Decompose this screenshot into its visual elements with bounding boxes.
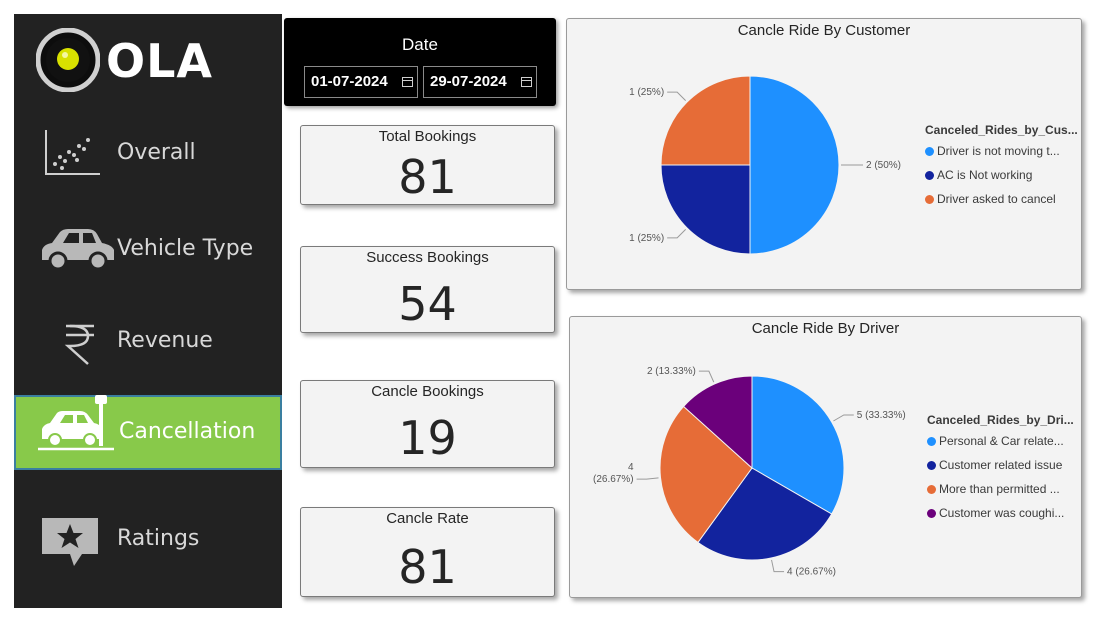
pie-slice[interactable]	[659, 405, 753, 544]
slice-data-label: 2 (13.33%)	[647, 366, 696, 377]
pie-chart-cancel-by-customer: Cancle Ride By Customer 2 (50%) 1 (25%) 1 …	[566, 18, 1082, 290]
legend-dot	[925, 195, 934, 204]
scatter-chart-icon	[45, 130, 100, 175]
end-date-input[interactable]: 29-07-2024	[423, 66, 537, 98]
kpi-success-bookings: Success Bookings 54	[300, 246, 555, 333]
nav-label-ratings: Ratings	[117, 526, 200, 551]
slice-data-label: 1 (25%)	[629, 87, 664, 98]
ola-logo-icon	[35, 27, 101, 93]
calendar-icon[interactable]	[402, 77, 413, 87]
end-date-value: 29-07-2024	[430, 73, 507, 90]
kpi-value: 81	[398, 540, 457, 594]
legend-item[interactable]: AC is Not working	[925, 168, 1078, 192]
legend-item[interactable]: Driver asked to cancel	[925, 192, 1078, 216]
nav-label-revenue: Revenue	[117, 328, 213, 353]
legend-dot	[927, 485, 936, 494]
pie-slice[interactable]	[749, 75, 840, 255]
sidebar: OLA Overall Vehicle Type	[14, 14, 282, 608]
chart-legend: Canceled_Rides_by_Cus... Driver is not m…	[925, 123, 1078, 216]
kpi-value: 81	[398, 150, 457, 204]
start-date-input[interactable]: 01-07-2024	[304, 66, 418, 98]
kpi-value: 19	[398, 411, 457, 465]
legend-label: Driver is not moving t...	[937, 144, 1060, 158]
legend-item[interactable]: Customer related issue	[927, 458, 1074, 482]
kpi-cancle-rate: Cancle Rate 81	[300, 507, 555, 597]
legend-label: AC is Not working	[937, 168, 1033, 182]
legend-dot	[927, 509, 936, 518]
leader-line	[636, 477, 659, 480]
nav-item-revenue[interactable]: Revenue	[14, 306, 282, 380]
legend-label: More than permitted ...	[939, 482, 1060, 496]
nav-item-ratings[interactable]: Ratings	[14, 504, 282, 578]
legend-dot	[925, 171, 934, 180]
leader-line	[667, 91, 687, 102]
chart-title: Cancle Ride By Driver	[751, 320, 900, 337]
ola-logo: OLA	[35, 27, 236, 93]
date-filter: Date 01-07-2024 29-07-2024	[284, 18, 556, 106]
legend-label: Customer related issue	[939, 458, 1063, 472]
slice-data-label: 2 (50%)	[866, 160, 901, 171]
pie-slice[interactable]	[697, 467, 833, 561]
legend-item[interactable]: Personal & Car relate...	[927, 434, 1074, 458]
slice-data-label: 4 (26.67%)	[593, 462, 634, 485]
nav-item-overall[interactable]: Overall	[14, 118, 282, 192]
legend-item[interactable]: More than permitted ...	[927, 482, 1074, 506]
legend-dot	[927, 461, 936, 470]
leader-line	[771, 559, 785, 573]
kpi-title: Total Bookings	[378, 128, 477, 145]
legend-title: Canceled_Rides_by_Cus...	[925, 123, 1078, 137]
legend-label: Driver asked to cancel	[937, 192, 1056, 206]
calendar-icon[interactable]	[521, 77, 532, 87]
nav-item-cancellation[interactable]: Cancellation	[14, 395, 282, 470]
logo-text: OLA	[106, 34, 214, 88]
nav-label-cancellation: Cancellation	[119, 419, 256, 444]
car-crash-icon	[38, 395, 114, 451]
chart-title: Cancle Ride By Customer	[737, 22, 911, 39]
pie-slice[interactable]	[660, 164, 751, 255]
nav-item-vehicle-type[interactable]: Vehicle Type	[14, 214, 282, 288]
slice-data-label: 4 (26.67%)	[787, 567, 836, 578]
car-icon	[42, 229, 114, 271]
nav-label-vehicle-type: Vehicle Type	[117, 236, 254, 261]
rupee-icon	[64, 324, 94, 365]
kpi-cancle-bookings: Cancle Bookings 19	[300, 380, 555, 468]
pie-slice[interactable]	[660, 75, 751, 166]
leader-line	[698, 370, 715, 383]
leader-line	[833, 414, 854, 422]
pie-slice[interactable]	[682, 375, 753, 470]
slice-data-label: 1 (25%)	[629, 233, 664, 244]
start-date-value: 01-07-2024	[311, 73, 388, 90]
star-comment-icon	[42, 518, 98, 566]
legend-label: Personal & Car relate...	[939, 434, 1064, 448]
nav-label-overall: Overall	[117, 140, 196, 165]
chart-legend: Canceled_Rides_by_Dri... Personal & Car …	[927, 413, 1074, 530]
leader-line	[667, 228, 687, 239]
legend-dot	[927, 437, 936, 446]
kpi-title: Cancle Bookings	[371, 383, 484, 400]
date-filter-title: Date	[402, 35, 438, 54]
pie-chart-cancel-by-driver: Cancle Ride By Driver 5 (33.33%) 4 (26.67…	[569, 316, 1082, 598]
legend-item[interactable]: Driver is not moving t...	[925, 144, 1078, 168]
pie-chart-canvas: 5 (33.33%) 4 (26.67%) 4 (26.67%) 2 (13.33%)	[593, 366, 906, 578]
slice-data-label: 5 (33.33%)	[857, 410, 906, 421]
kpi-title: Cancle Rate	[386, 510, 469, 527]
pie-chart-canvas: 2 (50%) 1 (25%) 1 (25%)	[629, 75, 901, 255]
kpi-title: Success Bookings	[366, 249, 489, 266]
legend-label: Customer was coughi...	[939, 506, 1065, 520]
legend-item[interactable]: Customer was coughi...	[927, 506, 1074, 530]
pie-slice[interactable]	[751, 375, 845, 515]
legend-dot	[925, 147, 934, 156]
kpi-value: 54	[398, 277, 457, 331]
legend-title: Canceled_Rides_by_Dri...	[927, 413, 1074, 427]
kpi-total-bookings: Total Bookings 81	[300, 125, 555, 205]
